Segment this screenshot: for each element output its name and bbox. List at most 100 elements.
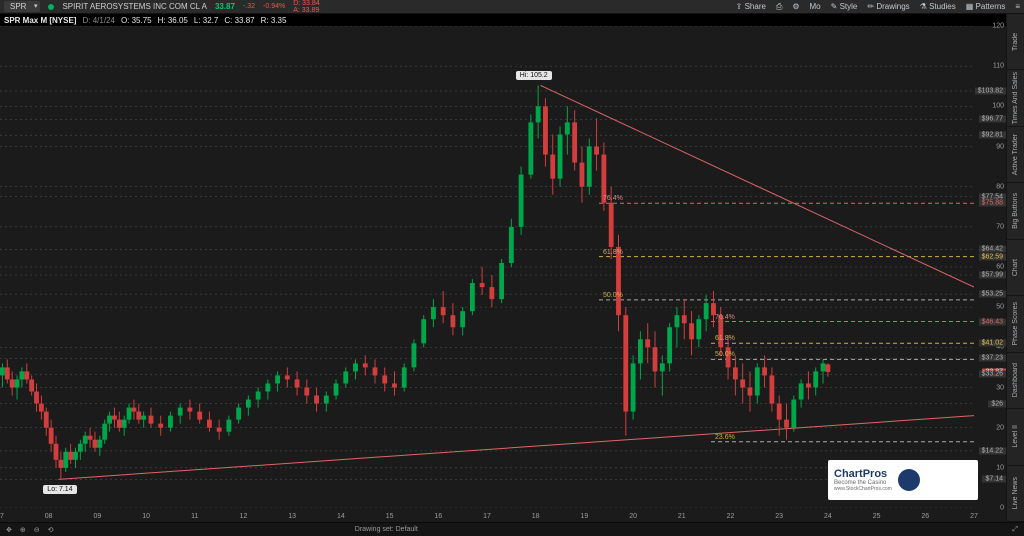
price-label: $46.43	[979, 318, 1006, 325]
top-toolbar: SPR SPIRIT AEROSYSTEMS INC COM CL A 33.8…	[0, 0, 1024, 14]
chart-header: SPR Max M [NYSE] D: 4/1/24 O: 35.75 H: 3…	[0, 14, 1024, 26]
x-tick: 16	[434, 513, 442, 520]
right-tab[interactable]: Trade	[1007, 14, 1024, 70]
chart-title: SPR Max M [NYSE]	[4, 16, 76, 25]
x-tick: 22	[727, 513, 735, 520]
expand-icon[interactable]: ⤢	[1012, 526, 1018, 534]
toolbar-right: ⇪ Share ⎙ ⚙ Mo ✎ Style ✏ Drawings ⚗ Stud…	[736, 2, 1020, 12]
right-tab[interactable]: Level II	[1007, 409, 1024, 465]
right-tab[interactable]: Phase Scores	[1007, 296, 1024, 352]
x-tick: 07	[0, 513, 4, 520]
timeframe-button[interactable]: Mo	[810, 2, 821, 11]
bid-label: D: 33.84	[293, 0, 319, 7]
right-tab-strip: TradeTimes And SalesActive TraderBig But…	[1006, 14, 1024, 522]
settings-icon[interactable]: ⚙	[792, 2, 799, 11]
ohlc-r: R: 3.35	[261, 16, 287, 25]
y-tick: 80	[996, 183, 1004, 190]
y-tick: 50	[996, 304, 1004, 311]
status-dot-icon	[48, 4, 54, 10]
fib-label: 61.8%	[715, 335, 735, 342]
fib-label: 50.0%	[715, 351, 735, 358]
right-tab[interactable]: Live News	[1007, 466, 1024, 522]
watermark-logo-icon	[898, 469, 920, 491]
change-pct: -0.94%	[263, 3, 285, 10]
zoom-in-icon[interactable]: ⊕	[20, 526, 26, 534]
watermark-title: ChartPros	[834, 468, 892, 480]
right-tab[interactable]: Dashboard	[1007, 353, 1024, 409]
x-tick: 26	[921, 513, 929, 520]
chart-area[interactable]: 0102030405060708090100110120$103.82$96.7…	[0, 26, 1006, 522]
style-button[interactable]: ✎ Style	[831, 2, 858, 11]
price-label: $75.88	[979, 200, 1006, 207]
y-tick: 10	[996, 464, 1004, 471]
y-tick: 70	[996, 223, 1004, 230]
change-value: -.32	[243, 3, 255, 10]
right-tab[interactable]: Active Trader	[1007, 127, 1024, 183]
x-tick: 18	[532, 513, 540, 520]
tool-icon[interactable]: ⎙	[776, 2, 782, 12]
ohlc-h: H: 36.05	[158, 16, 188, 25]
price-label: $64.42	[979, 246, 1006, 253]
price-label: $53.25	[979, 291, 1006, 298]
reset-icon[interactable]: ⟲	[48, 526, 54, 534]
menu-icon[interactable]: ≡	[1015, 2, 1020, 11]
price-label: $103.82	[975, 87, 1006, 94]
fib-label: 50.0%	[603, 292, 623, 299]
last-price: 33.87	[215, 2, 235, 11]
x-tick: 23	[775, 513, 783, 520]
y-axis: 0102030405060708090100110120$103.82$96.7…	[974, 26, 1006, 508]
studies-button[interactable]: ⚗ Studies	[920, 2, 956, 11]
y-tick: 110	[993, 63, 1004, 70]
y-tick: 90	[996, 143, 1004, 150]
x-tick: 15	[386, 513, 394, 520]
y-tick: 30	[996, 384, 1004, 391]
ohlc-c: C: 33.87	[224, 16, 254, 25]
share-button[interactable]: ⇪ Share	[736, 2, 766, 11]
lo-tag: Lo: 7.14	[43, 485, 76, 494]
company-name: SPIRIT AEROSYSTEMS INC COM CL A	[62, 2, 206, 11]
fib-label: 76.4%	[603, 195, 623, 202]
y-tick: 60	[996, 264, 1004, 271]
watermark-url: www.StockChartPros.com	[834, 486, 892, 492]
x-tick: 08	[45, 513, 53, 520]
move-icon[interactable]: ✥	[6, 526, 12, 534]
price-label: $33.26	[979, 371, 1006, 378]
x-tick: 13	[288, 513, 296, 520]
price-label: $37.23	[979, 355, 1006, 362]
price-label: $41.02	[979, 340, 1006, 347]
watermark: ChartPros Become the Casino www.StockCha…	[828, 460, 978, 500]
drawings-button[interactable]: ✏ Drawings	[867, 2, 909, 11]
y-tick: 0	[1000, 505, 1004, 512]
x-axis: 0708091011121314151617181920212223242526…	[0, 508, 974, 522]
y-tick: 120	[992, 23, 1004, 30]
x-tick: 09	[93, 513, 101, 520]
ohlc-l: L: 32.7	[194, 16, 218, 25]
price-label: $14.22	[979, 447, 1006, 454]
ohlc-date: D: 4/1/24	[82, 16, 114, 25]
chart-svg	[0, 26, 974, 508]
x-tick: 11	[191, 513, 198, 520]
y-tick: 20	[996, 424, 1004, 431]
x-tick: 10	[142, 513, 150, 520]
drawing-set-label[interactable]: Drawing set: Default	[355, 526, 418, 533]
right-tab[interactable]: Chart	[1007, 240, 1024, 296]
hi-tag: Hi: 105.2	[516, 71, 552, 80]
patterns-button[interactable]: ▦ Patterns	[966, 2, 1006, 11]
right-tab[interactable]: Big Buttons	[1007, 183, 1024, 239]
price-label: $96.77	[979, 116, 1006, 123]
ohlc-o: O: 35.75	[121, 16, 152, 25]
x-tick: 19	[580, 513, 588, 520]
price-label: $62.59	[979, 253, 1006, 260]
fib-label: 23.6%	[715, 434, 735, 441]
x-tick: 27	[970, 513, 978, 520]
x-tick: 20	[629, 513, 637, 520]
price-label: $7.14	[982, 476, 1006, 483]
status-bar: ✥ ⊕ ⊖ ⟲ Drawing set: Default ⤢	[0, 522, 1024, 536]
ask-label: A: 33.89	[293, 7, 319, 14]
price-label: $26	[988, 400, 1006, 407]
right-tab[interactable]: Times And Sales	[1007, 70, 1024, 126]
x-tick: 17	[483, 513, 491, 520]
zoom-out-icon[interactable]: ⊖	[34, 526, 40, 534]
symbol-picker[interactable]: SPR	[4, 1, 40, 12]
price-label: $92.81	[979, 132, 1006, 139]
